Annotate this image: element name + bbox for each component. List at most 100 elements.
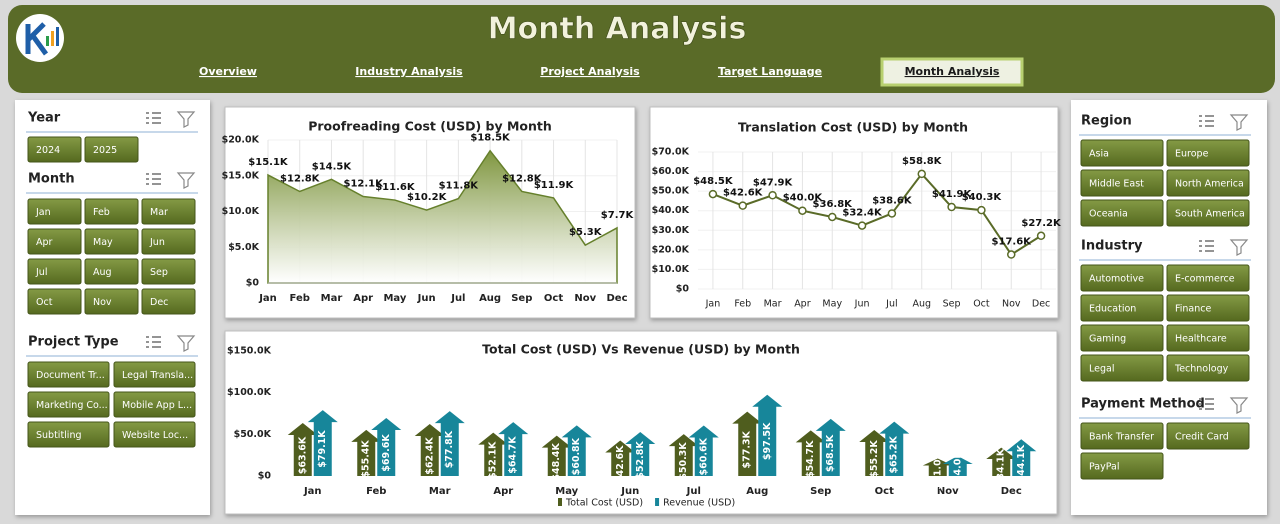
clear-filter-icon[interactable] — [176, 335, 196, 352]
slicer-button-label[interactable]: Feb — [93, 207, 110, 218]
slicer-button[interactable] — [1166, 264, 1250, 292]
slicer-button[interactable] — [84, 258, 139, 285]
slicer-button-label[interactable]: Apr — [36, 237, 53, 248]
slicer-button-label[interactable]: Europe — [1175, 149, 1209, 160]
slicer-button-label[interactable]: 2025 — [93, 145, 117, 156]
slicer-button[interactable] — [1166, 324, 1250, 352]
slicer-button[interactable] — [141, 198, 196, 225]
data-label: $50.3K — [678, 442, 689, 480]
slicer-button[interactable] — [113, 421, 196, 448]
slicer-button[interactable] — [27, 258, 82, 285]
slicer-button[interactable] — [1080, 422, 1164, 450]
arrow-bar — [414, 424, 445, 476]
multi-select-icon[interactable] — [1199, 240, 1214, 252]
slicer-button[interactable] — [27, 421, 110, 448]
x-tick-label: Jun — [620, 486, 639, 497]
slicer-button[interactable] — [1080, 199, 1164, 227]
slicer-button-label[interactable]: Jan — [35, 207, 51, 218]
slicer-button-label[interactable]: Jul — [35, 267, 47, 278]
slicer-button-label[interactable]: Nov — [93, 297, 112, 308]
slicer-button[interactable] — [1080, 264, 1164, 292]
slicer-button-label[interactable]: Legal Transla... — [122, 370, 193, 381]
slicer-button-label[interactable]: Credit Card — [1175, 432, 1229, 443]
slicer-button-label[interactable]: Finance — [1175, 304, 1211, 315]
arrow-bar — [351, 429, 382, 476]
clear-filter-icon[interactable] — [176, 172, 196, 189]
slicer-button[interactable] — [1166, 139, 1250, 167]
slicer-button-label[interactable]: North America — [1175, 179, 1244, 190]
clear-filter-icon[interactable] — [1229, 239, 1249, 256]
slicer-button[interactable] — [141, 258, 196, 285]
slicer-button[interactable] — [1080, 324, 1164, 352]
slicer-button-label[interactable]: Dec — [150, 297, 168, 308]
slicer-button[interactable] — [1080, 452, 1164, 480]
x-tick-label: Oct — [544, 293, 563, 304]
nav-link[interactable]: Month Analysis — [905, 65, 1000, 78]
slicer-button[interactable] — [84, 288, 139, 315]
slicer-button[interactable] — [113, 391, 196, 418]
slicer-button-label[interactable]: Oceania — [1089, 209, 1128, 220]
slicer-button[interactable] — [141, 228, 196, 255]
slicer-button-label[interactable]: Asia — [1089, 149, 1109, 160]
data-label: $38.6K — [872, 195, 913, 206]
multi-select-icon[interactable] — [1199, 115, 1214, 127]
slicer-button[interactable] — [84, 228, 139, 255]
slicer-button[interactable] — [113, 361, 196, 388]
slicer-button-label[interactable]: E-commerce — [1175, 274, 1235, 285]
slicer-button-label[interactable]: South America — [1175, 209, 1245, 220]
slicer-button[interactable] — [1166, 294, 1250, 322]
clear-filter-icon[interactable] — [176, 111, 196, 128]
slicer-button-label[interactable]: May — [93, 237, 113, 248]
nav-link[interactable]: Overview — [199, 65, 257, 78]
clear-filter-icon[interactable] — [1229, 114, 1249, 131]
x-tick-label: Jan — [303, 486, 322, 497]
x-tick-label: Apr — [794, 299, 811, 310]
slicer-button[interactable] — [1080, 294, 1164, 322]
slicer-button-label[interactable]: Oct — [36, 297, 53, 308]
slicer-button[interactable] — [1166, 354, 1250, 382]
slicer-button-label[interactable]: Legal — [1089, 364, 1114, 375]
slicer-button[interactable] — [1166, 422, 1250, 450]
slicer-button-label[interactable]: Marketing Co... — [36, 400, 108, 411]
slicer-button-label[interactable]: Education — [1089, 304, 1136, 315]
nav-link[interactable]: Target Language — [718, 65, 822, 78]
slicer-button[interactable] — [27, 391, 110, 418]
slicer-button[interactable] — [1166, 199, 1250, 227]
clear-filter-icon[interactable] — [1229, 397, 1249, 414]
slicer-button-label[interactable]: Middle East — [1089, 179, 1144, 190]
slicer-button[interactable] — [1080, 139, 1164, 167]
slicer-button-label[interactable]: Healthcare — [1175, 334, 1227, 345]
slicer-button[interactable] — [1080, 169, 1164, 197]
slicer-button-label[interactable]: Subtitling — [36, 430, 82, 441]
slicer-button[interactable] — [27, 288, 82, 315]
slicer-button[interactable] — [1166, 169, 1250, 197]
slicer-button-label[interactable]: 2024 — [36, 145, 60, 156]
slicer-button[interactable] — [84, 136, 139, 163]
multi-select-icon[interactable] — [146, 336, 161, 348]
slicer-button-label[interactable]: Technology — [1174, 364, 1229, 375]
slicer-button-label[interactable]: Automotive — [1089, 274, 1144, 285]
slicer-button-label[interactable]: Jun — [149, 237, 165, 248]
arrow-bar — [561, 425, 592, 476]
multi-select-icon[interactable] — [1199, 398, 1214, 410]
slicer-button-label[interactable]: Gaming — [1089, 334, 1126, 345]
slicer-button-label[interactable]: Document Tr... — [36, 370, 105, 381]
slicer-button[interactable] — [27, 198, 82, 225]
multi-select-icon[interactable] — [146, 173, 161, 185]
slicer-button-label[interactable]: Bank Transfer — [1089, 432, 1154, 443]
slicer-button[interactable] — [84, 198, 139, 225]
slicer-button[interactable] — [141, 288, 196, 315]
slicer-button-label[interactable]: Website Loc... — [122, 430, 188, 441]
multi-select-icon[interactable] — [146, 112, 161, 124]
slicer-button[interactable] — [1080, 354, 1164, 382]
slicer-button-label[interactable]: Mobile App L... — [122, 400, 192, 411]
nav-link[interactable]: Industry Analysis — [355, 65, 463, 78]
slicer-button[interactable] — [27, 136, 82, 163]
slicer-button[interactable] — [27, 361, 110, 388]
slicer-button-label[interactable]: Aug — [93, 267, 112, 278]
slicer-button-label[interactable]: Mar — [150, 207, 168, 218]
nav-link[interactable]: Project Analysis — [540, 65, 640, 78]
slicer-button-label[interactable]: Sep — [150, 267, 168, 278]
slicer-button-label[interactable]: PayPal — [1089, 462, 1120, 473]
slicer-button[interactable] — [27, 228, 82, 255]
